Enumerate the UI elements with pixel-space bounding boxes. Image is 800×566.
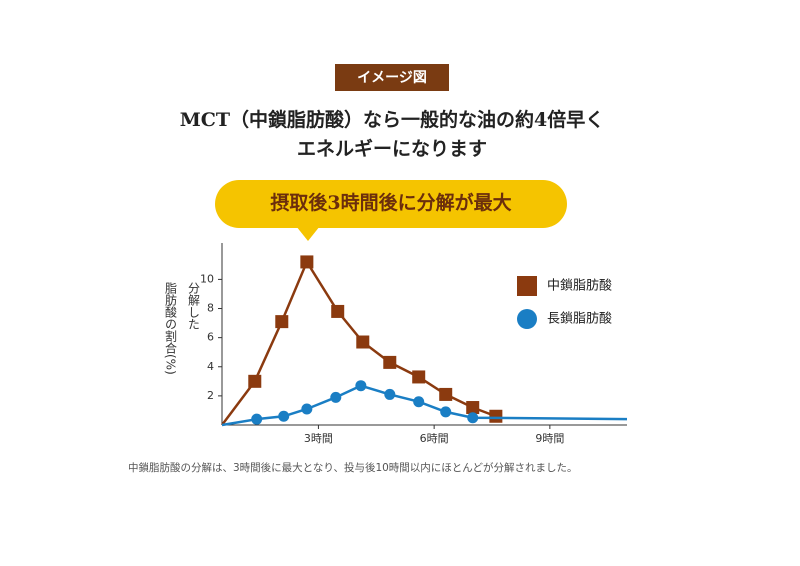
marker [355, 380, 367, 392]
callout: 摂取後3時間後に分解が最大 [270, 191, 511, 214]
callout-pointer [296, 226, 320, 241]
legend-label: 中鎖脂肪酸 [547, 278, 612, 294]
marker [301, 403, 313, 415]
y-tick-label: 8 [207, 302, 214, 315]
y-tick-label: 6 [207, 331, 214, 344]
marker [466, 401, 480, 415]
marker [412, 370, 426, 384]
x-tick-label: 9時間 [535, 432, 564, 445]
legend-marker [517, 276, 537, 296]
heading: エネルギーになります [297, 138, 487, 160]
badge: イメージ図 [357, 70, 427, 86]
marker [300, 255, 314, 269]
marker [356, 335, 370, 349]
y-tick-label: 2 [207, 389, 214, 402]
marker [413, 396, 425, 408]
legend-label: 長鎖脂肪酸 [547, 311, 612, 327]
marker [384, 388, 396, 400]
marker [251, 413, 263, 425]
badge-bg [335, 64, 449, 91]
marker [489, 409, 503, 423]
marker [330, 391, 342, 403]
y-tick-label: 4 [207, 360, 214, 373]
legend-marker [517, 309, 537, 329]
marker [439, 387, 453, 401]
y-tick-label: 10 [200, 272, 214, 285]
marker [383, 355, 397, 369]
marker [248, 374, 262, 388]
callout-bg [215, 180, 567, 228]
x-tick-label: 3時間 [304, 432, 333, 445]
heading: MCT（中鎖脂肪酸）なら一般的な油の約4倍早く [180, 108, 605, 131]
footnote: 中鎖脂肪酸の分解は、3時間後に最大となり、投与後10時間以内にほとんどが分解され… [128, 461, 578, 474]
y-axis-label: 分解した [187, 282, 201, 330]
marker [440, 406, 452, 418]
marker [278, 410, 290, 422]
y-axis-label: 脂肪酸の割合(%) [164, 281, 178, 375]
marker [467, 412, 479, 424]
x-tick-label: 6時間 [420, 432, 449, 445]
marker [331, 304, 345, 318]
marker [275, 315, 289, 329]
